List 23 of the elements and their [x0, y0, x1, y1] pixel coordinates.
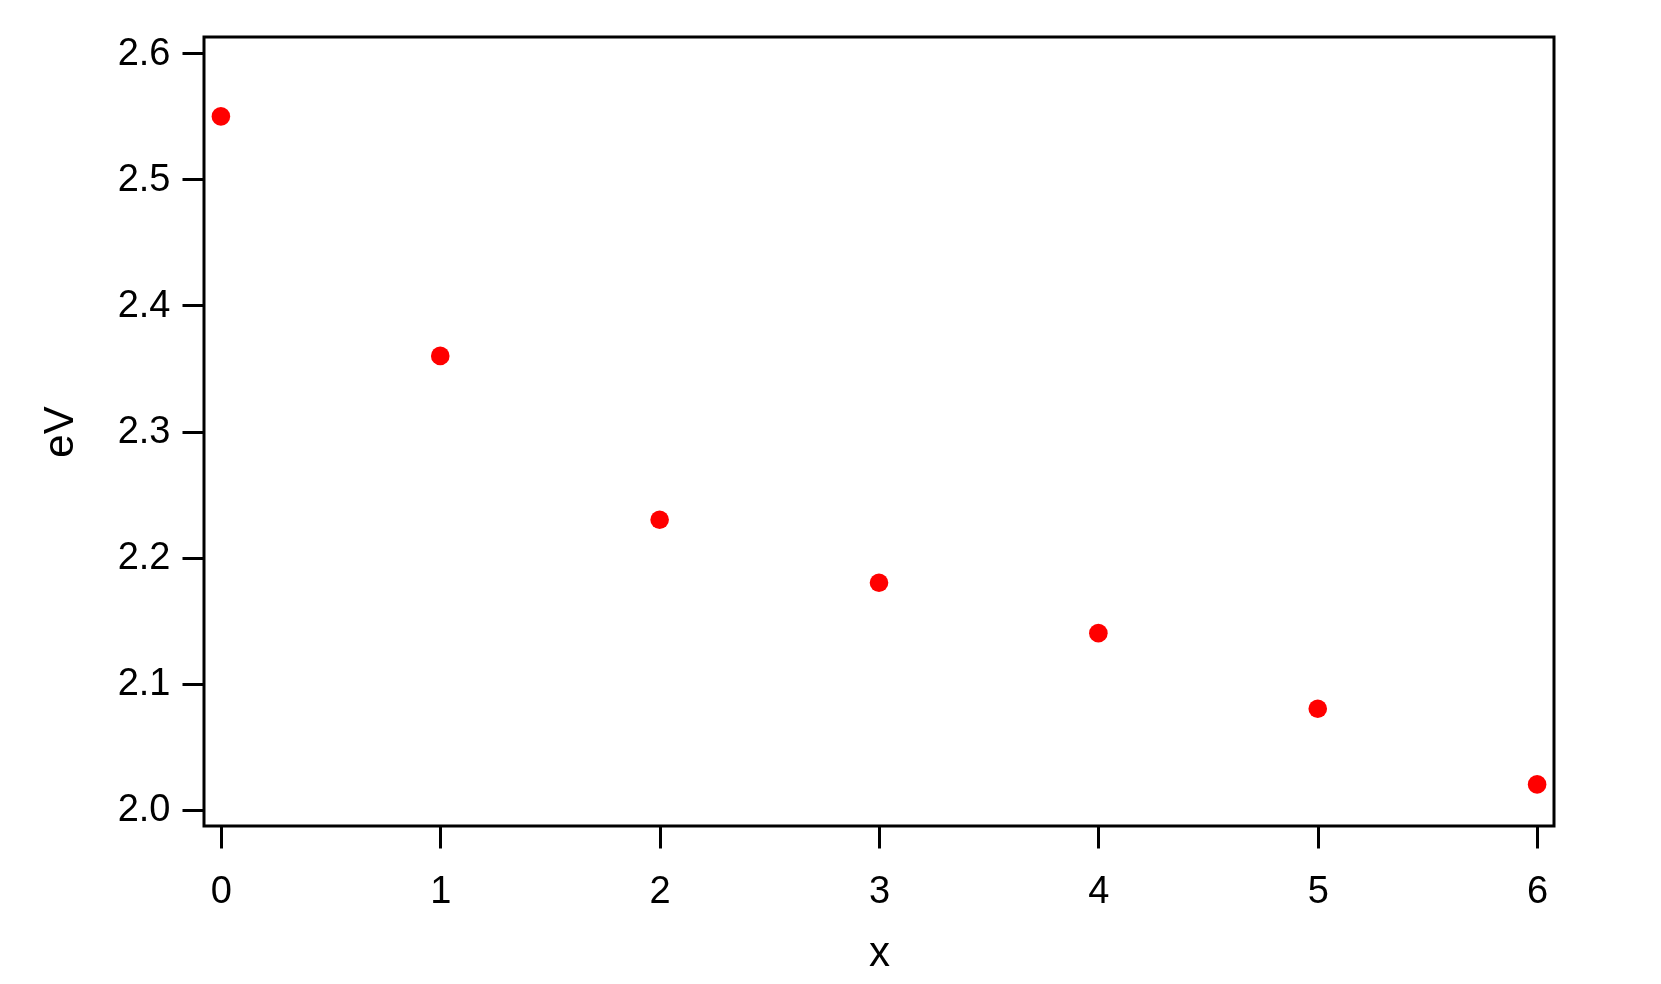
y-axis-title: eV: [34, 406, 82, 458]
x-tick-label: 1: [430, 868, 452, 911]
point: [1527, 775, 1547, 794]
point: [869, 573, 889, 593]
x-tick-label: 2: [649, 868, 671, 911]
x-axis-title: x: [869, 927, 890, 975]
y-tick-label: 2.0: [117, 787, 171, 830]
point: [1089, 623, 1108, 643]
x-tick-label: 3: [868, 868, 891, 911]
x-tick-label: 0: [210, 868, 232, 911]
y-tick-label: 2.5: [117, 156, 171, 199]
x-tick-label: 6: [1527, 868, 1549, 911]
y-tick-label: 2.6: [117, 30, 171, 73]
point: [430, 346, 450, 366]
y-tick-label: 2.1: [117, 661, 171, 704]
y-tick-label: 2.2: [117, 535, 171, 578]
y-tick-label: 2.4: [117, 282, 171, 325]
point: [650, 510, 669, 530]
point: [1308, 699, 1328, 719]
point: [211, 107, 231, 126]
x-tick-label: 5: [1307, 868, 1329, 911]
x-tick-label: 4: [1088, 868, 1110, 911]
y-tick-label: 2.3: [117, 409, 171, 451]
